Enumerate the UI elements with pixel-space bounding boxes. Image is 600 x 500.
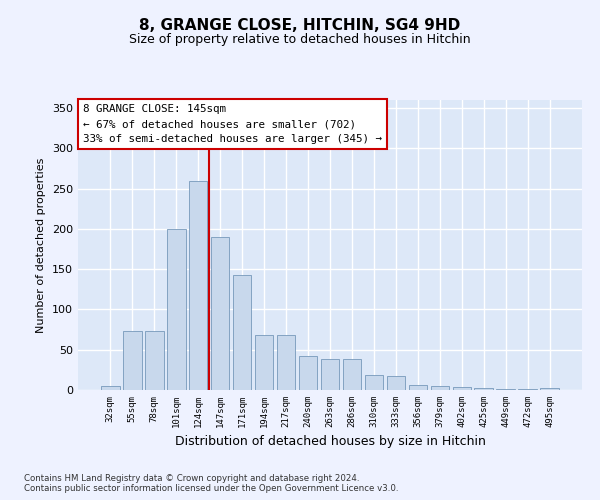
- Bar: [211, 237, 229, 390]
- Bar: [255, 335, 274, 390]
- Y-axis label: Number of detached properties: Number of detached properties: [37, 158, 46, 332]
- Bar: [167, 229, 185, 390]
- Bar: [123, 331, 142, 390]
- X-axis label: Distribution of detached houses by size in Hitchin: Distribution of detached houses by size …: [175, 436, 485, 448]
- Bar: [189, 180, 208, 390]
- Bar: [496, 389, 515, 390]
- Bar: [299, 356, 317, 390]
- Bar: [343, 360, 361, 390]
- Bar: [386, 376, 405, 390]
- Bar: [452, 387, 471, 390]
- Bar: [365, 374, 383, 390]
- Bar: [475, 388, 493, 390]
- Text: Size of property relative to detached houses in Hitchin: Size of property relative to detached ho…: [129, 32, 471, 46]
- Bar: [431, 386, 449, 390]
- Bar: [409, 385, 427, 390]
- Text: 8, GRANGE CLOSE, HITCHIN, SG4 9HD: 8, GRANGE CLOSE, HITCHIN, SG4 9HD: [139, 18, 461, 32]
- Bar: [145, 331, 164, 390]
- Bar: [277, 335, 295, 390]
- Bar: [320, 358, 340, 390]
- Bar: [518, 389, 537, 390]
- Text: Contains public sector information licensed under the Open Government Licence v3: Contains public sector information licen…: [24, 484, 398, 493]
- Bar: [101, 386, 119, 390]
- Bar: [541, 388, 559, 390]
- Text: 8 GRANGE CLOSE: 145sqm
← 67% of detached houses are smaller (702)
33% of semi-de: 8 GRANGE CLOSE: 145sqm ← 67% of detached…: [83, 104, 382, 144]
- Text: Contains HM Land Registry data © Crown copyright and database right 2024.: Contains HM Land Registry data © Crown c…: [24, 474, 359, 483]
- Bar: [233, 275, 251, 390]
